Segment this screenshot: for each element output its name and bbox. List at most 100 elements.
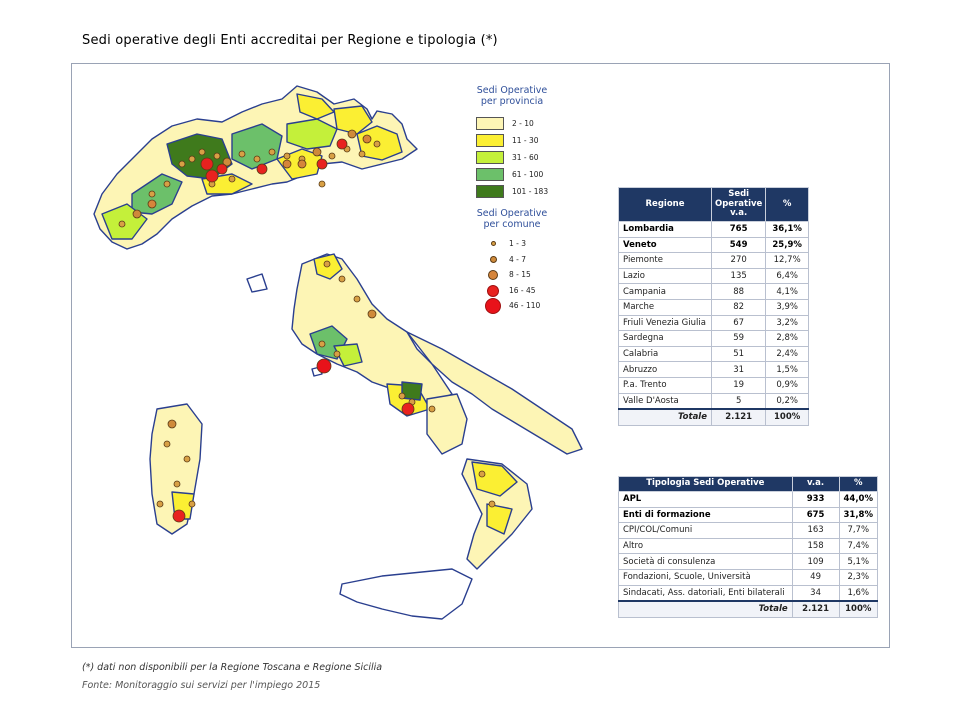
legend-label-4: 61 - 100: [512, 170, 544, 179]
region-pct: 4,1%: [765, 283, 809, 300]
legend-dot-label-3: 8 - 15: [509, 270, 531, 279]
region-va: 19: [710, 376, 767, 394]
region-name: Sardegna: [618, 330, 712, 347]
region-va: 88: [710, 283, 767, 300]
region-name: Friuli Venezia Giulia: [618, 314, 712, 332]
table-row: Lombardia 765 36,1%: [618, 221, 809, 238]
legend-dot-label-5: 46 - 110: [509, 301, 541, 310]
total-pct: 100%: [838, 600, 878, 618]
table-row: Fondazioni, Scuole, Università 49 2,3%: [618, 568, 878, 586]
type-name: Fondazioni, Scuole, Università: [618, 568, 793, 586]
legend-dot-4: [487, 285, 499, 297]
region-name: Veneto: [618, 236, 712, 254]
page-title: Sedi operative degli Enti accreditai per…: [82, 33, 498, 48]
italy-map: [93, 85, 583, 620]
legend-swatch-3: [476, 151, 504, 164]
type-pct: 7,4%: [838, 537, 878, 555]
total-label: Totale: [618, 600, 793, 618]
type-va: 675: [791, 506, 840, 524]
types-table-header: Tipologia Sedi Operative v.a. %: [618, 476, 878, 492]
region-pct: 3,2%: [765, 314, 809, 332]
table-row: Valle D'Aosta 5 0,2%: [618, 392, 809, 410]
legend-comune-title: Sedi Operative per comune: [462, 208, 562, 230]
legend-comune-title-line2: per comune: [483, 219, 541, 230]
total-va: 2.121: [710, 408, 767, 426]
type-name: Enti di formazione: [618, 506, 793, 524]
total-va: 2.121: [791, 600, 840, 618]
legend-dot-label-4: 16 - 45: [509, 286, 536, 295]
type-name: CPI/COL/Comuni: [618, 522, 793, 539]
region-va: 82: [710, 298, 767, 316]
col-header-sedi-line2: Operative: [715, 198, 763, 209]
table-row: Veneto 549 25,9%: [618, 236, 809, 254]
table-row: Sardegna 59 2,8%: [618, 330, 809, 347]
type-name: APL: [618, 491, 793, 508]
legend-comune-title-line1: Sedi Operative: [476, 208, 548, 219]
region-name: Calabria: [618, 345, 712, 363]
col-header-sedi-line1: Sedi: [728, 189, 750, 200]
footnote: (*) dati non disponibili per la Regione …: [82, 662, 383, 673]
table-row: CPI/COL/Comuni 163 7,7%: [618, 522, 878, 539]
legend-dot-5: [485, 298, 501, 314]
table-row: Campania 88 4,1%: [618, 283, 809, 300]
table-row: Enti di formazione 675 31,8%: [618, 506, 878, 524]
region-va: 765: [710, 221, 767, 238]
type-pct: 5,1%: [838, 553, 878, 570]
type-pct: 1,6%: [838, 584, 878, 602]
type-va: 34: [791, 584, 840, 602]
table-total-row: Totale 2.121 100%: [618, 600, 878, 618]
table-row: Calabria 51 2,4%: [618, 345, 809, 363]
type-va: 933: [791, 491, 840, 508]
col-header-regione: Regione: [618, 187, 712, 222]
table-row: Marche 82 3,9%: [618, 298, 809, 316]
region-va: 5: [710, 392, 767, 410]
legend-swatch-1: [476, 117, 504, 130]
region-va: 270: [710, 252, 767, 269]
region-pct: 0,2%: [765, 392, 809, 410]
type-name: Sindacati, Ass. datoriali, Enti bilatera…: [618, 584, 793, 602]
region-pct: 3,9%: [765, 298, 809, 316]
regions-table-header: Regione Sedi Operative v.a. %: [618, 187, 809, 222]
region-pct: 2,8%: [765, 330, 809, 347]
legend-label-3: 31 - 60: [512, 153, 539, 162]
region-pct: 0,9%: [765, 376, 809, 394]
types-table: Tipologia Sedi Operative v.a. % APL 933 44…: [618, 476, 878, 618]
legend-label-1: 2 - 10: [512, 119, 534, 128]
type-va: 49: [791, 568, 840, 586]
region-pct: 12,7%: [765, 252, 809, 269]
col-header-sedi-line3: v.a.: [730, 208, 748, 219]
col-header-va: v.a.: [791, 476, 840, 492]
region-name: P.a. Trento: [618, 376, 712, 394]
table-row: Società di consulenza 109 5,1%: [618, 553, 878, 570]
type-pct: 44,0%: [838, 491, 878, 508]
table-row: P.a. Trento 19 0,9%: [618, 376, 809, 394]
table-row: Abruzzo 31 1,5%: [618, 361, 809, 378]
total-label: Totale: [618, 408, 712, 426]
region-name: Abruzzo: [618, 361, 712, 378]
legend-province-title-line1: Sedi Operative: [476, 85, 548, 96]
legend-label-5: 101 - 183: [512, 187, 549, 196]
col-header-pct: %: [838, 476, 878, 492]
map-panel: Sedi Operative per provincia 2 - 10 11 -…: [71, 63, 890, 648]
region-name: Lombardia: [618, 221, 712, 238]
legend-dot-3: [488, 270, 498, 280]
legend-label-2: 11 - 30: [512, 136, 539, 145]
legend-dot-label-1: 1 - 3: [509, 239, 527, 248]
region-pct: 2,4%: [765, 345, 809, 363]
region-va: 31: [710, 361, 767, 378]
region-pct: 6,4%: [765, 267, 809, 285]
source-note: Fonte: Monitoraggio sui servizi per l'im…: [82, 680, 321, 691]
region-name: Marche: [618, 298, 712, 316]
col-header-pct: %: [765, 187, 809, 222]
type-name: Altro: [618, 537, 793, 555]
table-total-row: Totale 2.121 100%: [618, 408, 809, 426]
regions-table: Regione Sedi Operative v.a. % Lombardia 7…: [618, 187, 809, 426]
table-row: Piemonte 270 12,7%: [618, 252, 809, 269]
legend-swatch-4: [476, 168, 504, 181]
table-row: Friuli Venezia Giulia 67 3,2%: [618, 314, 809, 332]
legend-province-title: Sedi Operative per provincia: [462, 85, 562, 107]
legend-swatch-2: [476, 134, 504, 147]
table-row: Sindacati, Ass. datoriali, Enti bilatera…: [618, 584, 878, 602]
type-va: 158: [791, 537, 840, 555]
col-header-tipologia: Tipologia Sedi Operative: [618, 476, 793, 492]
